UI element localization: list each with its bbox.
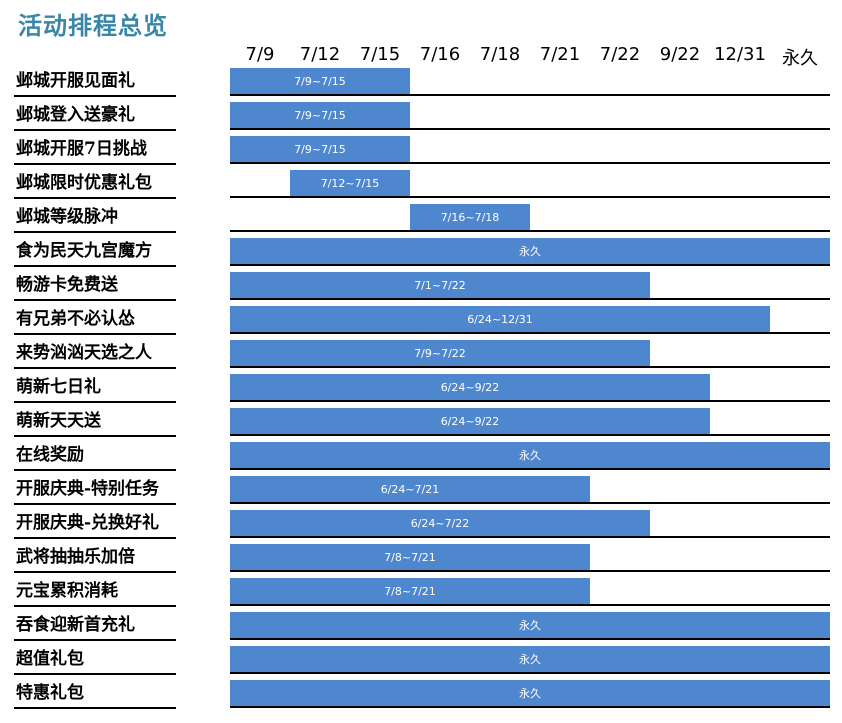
schedule-bar: 永久 bbox=[230, 612, 830, 638]
schedule-bar: 6/24~9/22 bbox=[230, 408, 710, 434]
schedule-bar: 6/24~12/31 bbox=[230, 306, 770, 332]
row-underline bbox=[14, 571, 176, 573]
activity-name: 畅游卡免费送 bbox=[16, 275, 118, 295]
activity-name: 吞食迎新首充礼 bbox=[16, 615, 135, 635]
activity-name: 邺城登入送豪礼 bbox=[16, 105, 135, 125]
row-divider bbox=[230, 230, 830, 232]
activity-name: 开服庆典-特别任务 bbox=[16, 479, 160, 499]
column-header: 7/22 bbox=[599, 44, 641, 65]
row-underline bbox=[14, 707, 176, 709]
schedule-bar: 永久 bbox=[230, 238, 830, 264]
activity-name: 萌新天天送 bbox=[16, 411, 101, 431]
row-divider bbox=[230, 400, 830, 402]
row-underline bbox=[14, 265, 176, 267]
schedule-bar: 7/9~7/15 bbox=[230, 102, 410, 128]
activity-name: 邺城开服见面礼 bbox=[16, 71, 135, 91]
row-divider bbox=[230, 94, 830, 96]
column-header: 7/21 bbox=[539, 44, 581, 65]
schedule-bar: 永久 bbox=[230, 442, 830, 468]
activity-name: 武将抽抽乐加倍 bbox=[16, 547, 135, 567]
row-underline bbox=[14, 503, 176, 505]
schedule-bar: 7/9~7/15 bbox=[230, 136, 410, 162]
activity-name: 来势汹汹天选之人 bbox=[16, 343, 152, 363]
timeline-header: 7/9 7/12 7/15 7/16 7/18 7/21 7/22 9/22 12/31 永久 bbox=[230, 44, 830, 69]
row-underline bbox=[14, 129, 176, 131]
row-underline bbox=[14, 435, 176, 437]
schedule-bar: 7/9~7/15 bbox=[230, 68, 410, 94]
row-underline bbox=[14, 605, 176, 607]
row-divider bbox=[230, 672, 830, 674]
schedule-bar: 7/8~7/21 bbox=[230, 544, 590, 570]
activity-name: 超值礼包 bbox=[16, 649, 84, 669]
row-underline bbox=[14, 197, 176, 199]
row-underline bbox=[14, 231, 176, 233]
activity-name: 食为民天九宫魔方 bbox=[16, 241, 152, 261]
schedule-bar: 6/24~7/21 bbox=[230, 476, 590, 502]
row-underline bbox=[14, 333, 176, 335]
row-divider bbox=[230, 128, 830, 130]
row-underline bbox=[14, 163, 176, 165]
activity-name: 开服庆典-兑换好礼 bbox=[16, 513, 160, 533]
activity-name: 邺城开服7日挑战 bbox=[16, 139, 147, 159]
row-underline bbox=[14, 367, 176, 369]
column-header: 7/18 bbox=[479, 44, 521, 65]
page-title: 活动排程总览 bbox=[18, 12, 168, 40]
column-header: 9/22 bbox=[659, 44, 701, 65]
schedule-bar: 7/1~7/22 bbox=[230, 272, 650, 298]
row-divider bbox=[230, 332, 830, 334]
row-underline bbox=[14, 537, 176, 539]
activity-name: 特惠礼包 bbox=[16, 683, 84, 703]
row-divider bbox=[230, 264, 830, 266]
activity-name: 邺城等级脉冲 bbox=[16, 207, 118, 227]
row-divider bbox=[230, 366, 830, 368]
activity-name: 在线奖励 bbox=[16, 445, 84, 465]
activity-name: 邺城限时优惠礼包 bbox=[16, 173, 152, 193]
row-divider bbox=[230, 468, 830, 470]
column-header: 7/15 bbox=[359, 44, 401, 65]
row-divider bbox=[230, 196, 830, 198]
activity-name: 元宝累积消耗 bbox=[16, 581, 118, 601]
row-divider bbox=[230, 162, 830, 164]
schedule-bar: 永久 bbox=[230, 680, 830, 706]
column-header: 永久 bbox=[782, 48, 818, 69]
row-divider bbox=[230, 706, 830, 708]
column-header: 7/16 bbox=[419, 44, 461, 65]
schedule-bar: 永久 bbox=[230, 646, 830, 672]
column-header: 7/12 bbox=[299, 44, 341, 65]
row-underline bbox=[14, 469, 176, 471]
schedule-bar: 6/24~9/22 bbox=[230, 374, 710, 400]
row-underline bbox=[14, 401, 176, 403]
row-underline bbox=[14, 639, 176, 641]
row-underline bbox=[14, 299, 176, 301]
schedule-bar: 7/8~7/21 bbox=[230, 578, 590, 604]
schedule-bar: 6/24~7/22 bbox=[230, 510, 650, 536]
row-divider bbox=[230, 502, 830, 504]
row-divider bbox=[230, 638, 830, 640]
activity-name: 萌新七日礼 bbox=[16, 377, 101, 397]
row-divider bbox=[230, 570, 830, 572]
row-divider bbox=[230, 604, 830, 606]
schedule-bar: 7/12~7/15 bbox=[290, 170, 410, 196]
row-divider bbox=[230, 434, 830, 436]
column-header: 7/9 bbox=[245, 44, 275, 65]
row-underline bbox=[14, 673, 176, 675]
row-underline bbox=[14, 95, 176, 97]
schedule-bar: 7/16~7/18 bbox=[410, 204, 530, 230]
row-divider bbox=[230, 536, 830, 538]
schedule-bar: 7/9~7/22 bbox=[230, 340, 650, 366]
row-divider bbox=[230, 298, 830, 300]
column-header: 12/31 bbox=[714, 44, 766, 65]
activity-name: 有兄弟不必认怂 bbox=[16, 309, 135, 329]
